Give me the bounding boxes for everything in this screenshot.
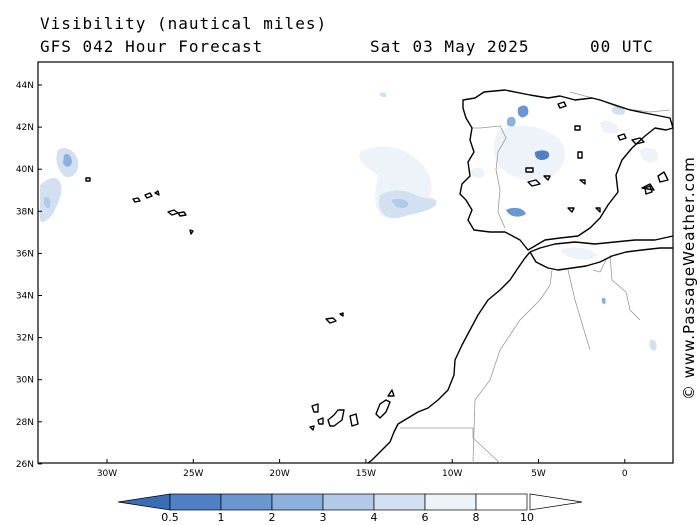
colorbar-segment [322, 493, 375, 511]
colorbar-label: 1 [218, 511, 225, 524]
lat-label: 38N [16, 207, 34, 217]
colorbar-label: 3 [320, 511, 327, 524]
lon-label: 30W [97, 469, 117, 479]
lon-label: 5W [531, 469, 546, 479]
colorbar-label: 0.5 [161, 511, 179, 524]
lon-label: 20W [269, 469, 289, 479]
colorbar-segment [424, 493, 477, 511]
credit-text: © www.PassageWeather.com [680, 156, 698, 400]
colorbar-segment [169, 493, 222, 511]
latitude-axis: 44N 42N 40N 38N 36N 34N 32N 30N 28N 26N [16, 81, 42, 470]
lon-label: 25W [183, 469, 203, 479]
colorbar-segment [373, 493, 426, 511]
lat-label: 26N [16, 460, 34, 470]
map-title: Visibility (nautical miles) [40, 14, 328, 33]
lat-label: 32N [16, 334, 34, 344]
lat-label: 36N [16, 249, 34, 259]
political-boundaries [400, 91, 671, 464]
longitude-axis: 30W 25W 20W 15W 10W 5W 0 [97, 459, 628, 479]
colorbar-low-arrow [117, 493, 171, 511]
coastlines [85, 89, 674, 464]
map-frame [37, 61, 674, 464]
lat-label: 40N [16, 165, 34, 175]
lat-label: 44N [16, 81, 34, 91]
forecast-date: Sat 03 May 2025 [370, 37, 530, 56]
lat-label: 42N [16, 123, 34, 133]
lon-label: 0 [622, 469, 628, 479]
colorbar-high-arrow [529, 493, 583, 511]
forecast-label: GFS 042 Hour Forecast [40, 37, 264, 56]
colorbar-label: 2 [269, 511, 276, 524]
colorbar-segment [220, 493, 273, 511]
colorbar-label: 4 [371, 511, 378, 524]
lon-label: 15W [356, 469, 376, 479]
colorbar-segment [271, 493, 324, 511]
lat-label: 34N [16, 292, 34, 302]
colorbar-segment [475, 493, 528, 511]
lat-label: 30N [16, 376, 34, 386]
colorbar-label: 8 [473, 511, 480, 524]
visibility-colorbar: 0.5 1 2 3 4 6 8 10 [117, 493, 583, 524]
lon-label: 10W [442, 469, 462, 479]
forecast-time: 00 UTC [590, 37, 654, 56]
colorbar-label: 10 [520, 511, 534, 524]
lat-label: 28N [16, 418, 34, 428]
visibility-shading [40, 92, 659, 351]
colorbar-label: 6 [422, 511, 429, 524]
